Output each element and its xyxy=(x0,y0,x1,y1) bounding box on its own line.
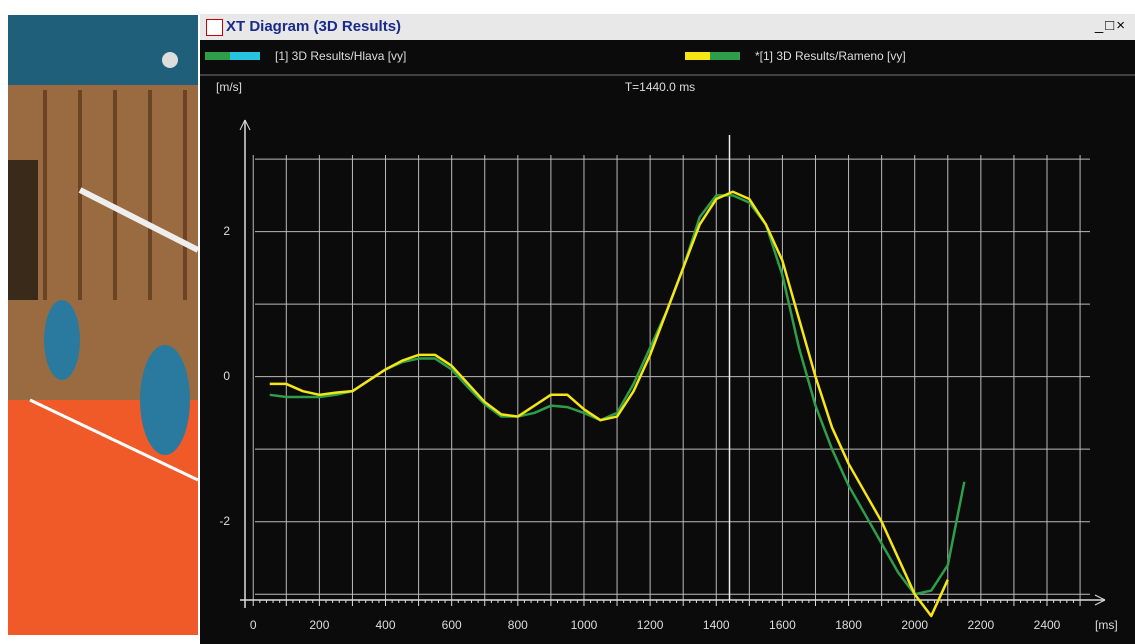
plot-background xyxy=(200,40,1135,644)
app-icon xyxy=(206,19,223,36)
x-tick-label: 200 xyxy=(309,618,329,632)
window-title: XT Diagram (3D Results) xyxy=(226,18,401,35)
legend-swatch xyxy=(230,52,260,60)
x-axis-label: [ms] xyxy=(1095,618,1118,632)
x-tick-label: 2200 xyxy=(968,618,995,632)
x-tick-label: 1400 xyxy=(703,618,730,632)
x-tick-label: 2400 xyxy=(1034,618,1061,632)
x-tick-label: 1600 xyxy=(769,618,796,632)
legend-swatch xyxy=(685,52,710,60)
x-tick-label: 600 xyxy=(442,618,462,632)
window-controls[interactable]: _□× xyxy=(1095,17,1127,34)
x-tick-label: 400 xyxy=(376,618,396,632)
chart: [m/s] [ms] T=1440.0 ms 0 200 400 600 800 1000… xyxy=(200,40,1135,644)
legend-label: [1] 3D Results/Hlava [vy] xyxy=(275,49,406,63)
screen: XT Diagram (3D Results) _□× [m/s] [ms] T… xyxy=(0,0,1135,644)
x-tick-label: 800 xyxy=(508,618,528,632)
x-tick-label: 2000 xyxy=(901,618,928,632)
x-tick-label: 0 xyxy=(250,618,257,632)
y-tick-label: 2 xyxy=(223,224,230,238)
x-tick-label: 1800 xyxy=(835,618,862,632)
y-tick-label: -2 xyxy=(219,514,230,528)
legend-swatch xyxy=(205,52,230,60)
title-bar: XT Diagram (3D Results) _□× xyxy=(200,14,1135,41)
y-axis-label: [m/s] xyxy=(216,80,242,94)
legend-label: *[1] 3D Results/Rameno [vy] xyxy=(755,49,906,63)
cursor-annotation: T=1440.0 ms xyxy=(625,80,695,94)
legend-swatch xyxy=(710,52,740,60)
x-tick-label: 1000 xyxy=(571,618,598,632)
x-tick-label: 1200 xyxy=(637,618,664,632)
video-frame xyxy=(0,0,200,644)
y-tick-label: 0 xyxy=(223,369,230,383)
